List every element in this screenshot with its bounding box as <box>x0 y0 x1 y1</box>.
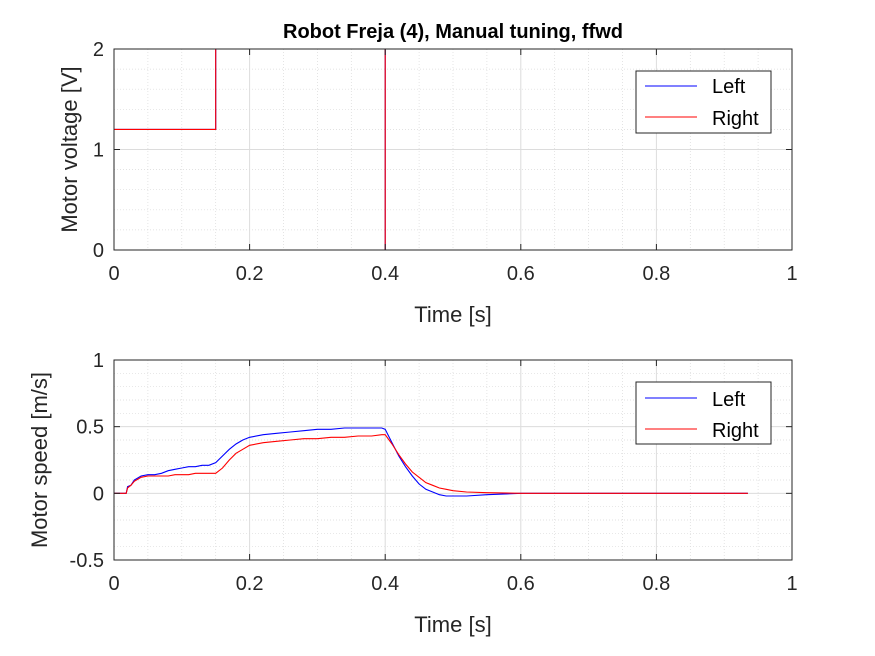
voltage-x-axis-label: Time [s] <box>414 302 491 327</box>
speed-plot: 0 0.2 0.4 0.6 0.8 1-0.500.51 Time [s] Motor s… <box>27 350 798 637</box>
speed-series-line-left <box>114 427 748 497</box>
speed-x-axis-label: Time [s] <box>414 612 491 637</box>
voltage-y-tick-label: 1 <box>93 140 104 162</box>
speed-ticks: 0 0.2 0.4 0.6 0.8 1-0.500.51 <box>70 350 798 595</box>
voltage-y-axis-label: Motor voltage [V] <box>57 66 82 232</box>
voltage-legend-label-right: Right <box>712 108 759 130</box>
speed-y-tick-label: 0 <box>93 483 104 505</box>
speed-legend-label-right: Right <box>712 420 759 442</box>
voltage-plot-title: Robot Freja (4), Manual tuning, ffwd <box>283 21 623 43</box>
speed-legend-box <box>635 381 772 445</box>
speed-x-tick-label: 0.6 <box>507 573 535 595</box>
voltage-legend-box <box>635 70 772 134</box>
speed-legend-label-left: Left <box>712 389 746 411</box>
speed-y-axis-label: Motor speed [m/s] <box>27 372 52 548</box>
speed-x-tick-label: 0.4 <box>371 573 399 595</box>
speed-series <box>114 427 748 497</box>
speed-x-tick-label: 1 <box>786 573 797 595</box>
voltage-x-tick-label: 0.6 <box>507 263 535 285</box>
voltage-x-tick-label: 0 <box>108 263 119 285</box>
voltage-plot: 0 0.2 0.4 0.6 0.8 1 0 1 2 Robot Freja (4), Manua… <box>57 21 798 327</box>
speed-x-tick-label: 0.2 <box>236 573 264 595</box>
voltage-x-tick-label: 0.2 <box>236 263 264 285</box>
voltage-y-tick-label: 2 <box>93 39 104 61</box>
voltage-ticks: 0 0.2 0.4 0.6 0.8 1 0 1 2 <box>93 39 798 285</box>
speed-legend: Left Right <box>635 381 772 445</box>
voltage-x-tick-label: 0.8 <box>642 263 670 285</box>
voltage-legend-label-left: Left <box>712 76 746 98</box>
speed-series-line-right <box>114 434 748 494</box>
voltage-x-tick-label: 1 <box>786 263 797 285</box>
speed-y-tick-label: 0.5 <box>76 417 104 439</box>
voltage-legend: Left Right <box>635 70 772 134</box>
speed-y-tick-label: 1 <box>93 350 104 372</box>
speed-y-tick-label: -0.5 <box>70 550 104 572</box>
voltage-x-tick-label: 0.4 <box>371 263 399 285</box>
speed-x-tick-label: 0.8 <box>642 573 670 595</box>
voltage-y-tick-label: 0 <box>93 240 104 262</box>
speed-plot-box <box>113 359 793 561</box>
speed-x-tick-label: 0 <box>108 573 119 595</box>
